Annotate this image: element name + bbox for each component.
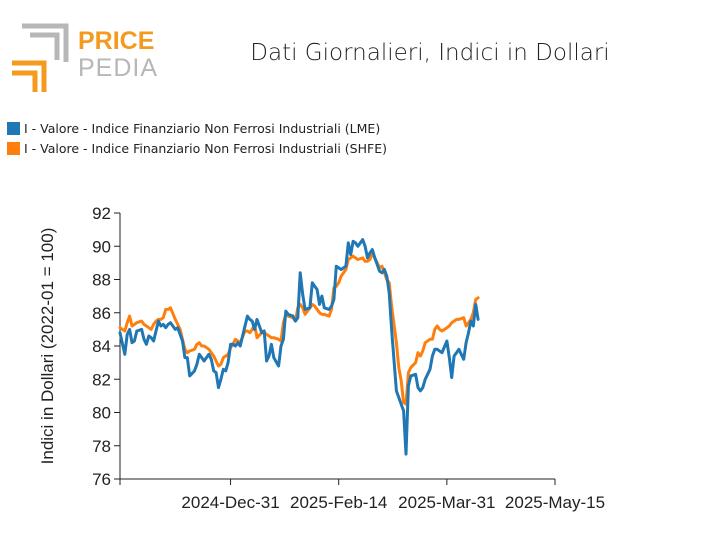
y-tick-label: 90 [92,237,111,256]
y-tick-label: 78 [92,437,111,456]
y-axis-label: Indici in Dollari (2022-01 = 100) [38,228,57,465]
y-axis: 76 78 80 82 84 86 88 90 92 [92,204,121,489]
x-tick-label: 2025-Mar-31 [398,493,495,512]
series-layer [118,238,480,456]
legend-label-lme: I - Valore - Indice Finanziario Non Ferr… [24,120,381,136]
y-tick-label: 86 [92,304,111,323]
logo-mark-icon [12,23,69,92]
legend-swatch-lme [7,121,20,135]
y-tick-label: 80 [92,404,111,423]
series-line-lme [118,238,480,456]
logo-word-price: PRICE [78,27,154,55]
chart-title: Dati Giornalieri, Indici in Dollari [250,40,610,66]
legend-label-shfe: I - Valore - Indice Finanziario Non Ferr… [24,140,387,156]
y-tick-label: 76 [92,470,111,489]
y-tick-label: 88 [92,271,111,290]
x-tick-label: 2024-Dec-31 [181,493,279,512]
logo-word-pedia: PEDIA [78,54,158,82]
x-tick-label: 2025-Feb-14 [290,493,387,512]
legend-item-lme: I - Valore - Indice Finanziario Non Ferr… [7,118,387,138]
x-tick-label: 2025-May-15 [505,493,605,512]
y-tick-label: 92 [92,204,111,223]
pricepedia-logo: PRICE PEDIA [12,23,158,92]
legend-swatch-shfe [7,141,20,155]
y-tick-label: 82 [92,370,111,389]
y-tick-label: 84 [92,337,111,356]
x-axis: 2024-Dec-31 2025-Feb-14 2025-Mar-31 2025-Ma… [119,478,605,512]
legend: I - Valore - Indice Finanziario Non Ferr… [7,118,387,158]
legend-item-shfe: I - Valore - Indice Finanziario Non Ferr… [7,138,387,158]
